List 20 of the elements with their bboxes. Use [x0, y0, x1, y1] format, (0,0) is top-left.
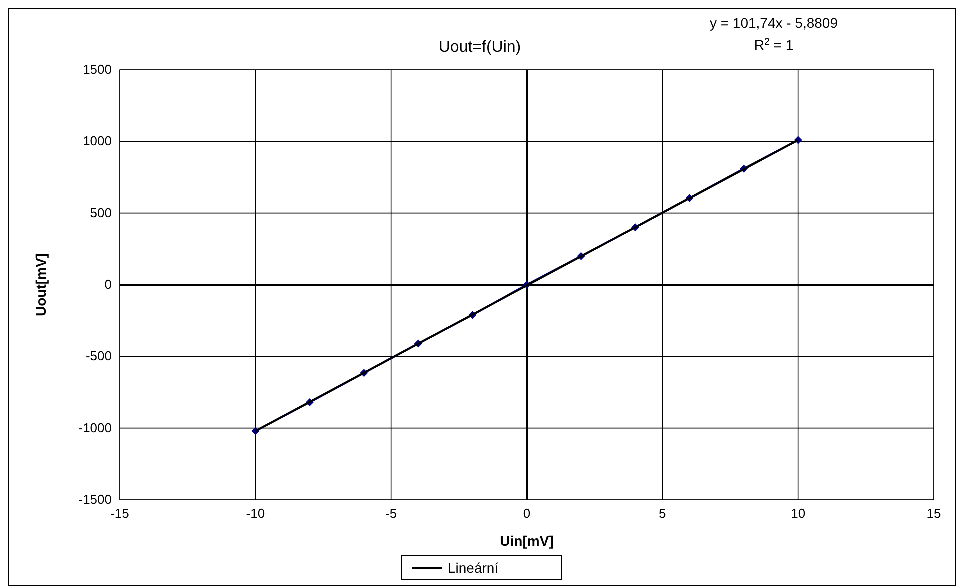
- x-tick-label: 5: [659, 506, 666, 521]
- y-tick-label: 1000: [83, 134, 112, 149]
- x-tick-label: 10: [791, 506, 806, 521]
- y-tick-label: -1000: [78, 420, 112, 436]
- legend-label: Lineární: [448, 560, 499, 576]
- y-axis-title: Uout[mV]: [33, 254, 49, 316]
- text: R$^{2}$ = 1: [754, 36, 794, 53]
- x-tick-label: -15: [110, 506, 130, 521]
- y-tick-label: 500: [90, 205, 112, 220]
- text: y = 101,74x - 5,8809: [710, 15, 838, 31]
- x-tick-label: 0: [523, 506, 531, 521]
- x-tick-label: 15: [926, 506, 942, 521]
- y-tick-label: 0: [104, 277, 112, 292]
- y-tick-label: -500: [86, 348, 112, 364]
- x-tick-label: -10: [246, 506, 266, 521]
- y-tick-label: -1500: [78, 492, 112, 507]
- y-tick-label: 1500: [83, 62, 112, 77]
- x-axis-title: Uin[mV]: [500, 533, 554, 549]
- chart-title: Uout=f(Uin): [438, 39, 522, 56]
- x-tick-label: -5: [386, 506, 398, 521]
